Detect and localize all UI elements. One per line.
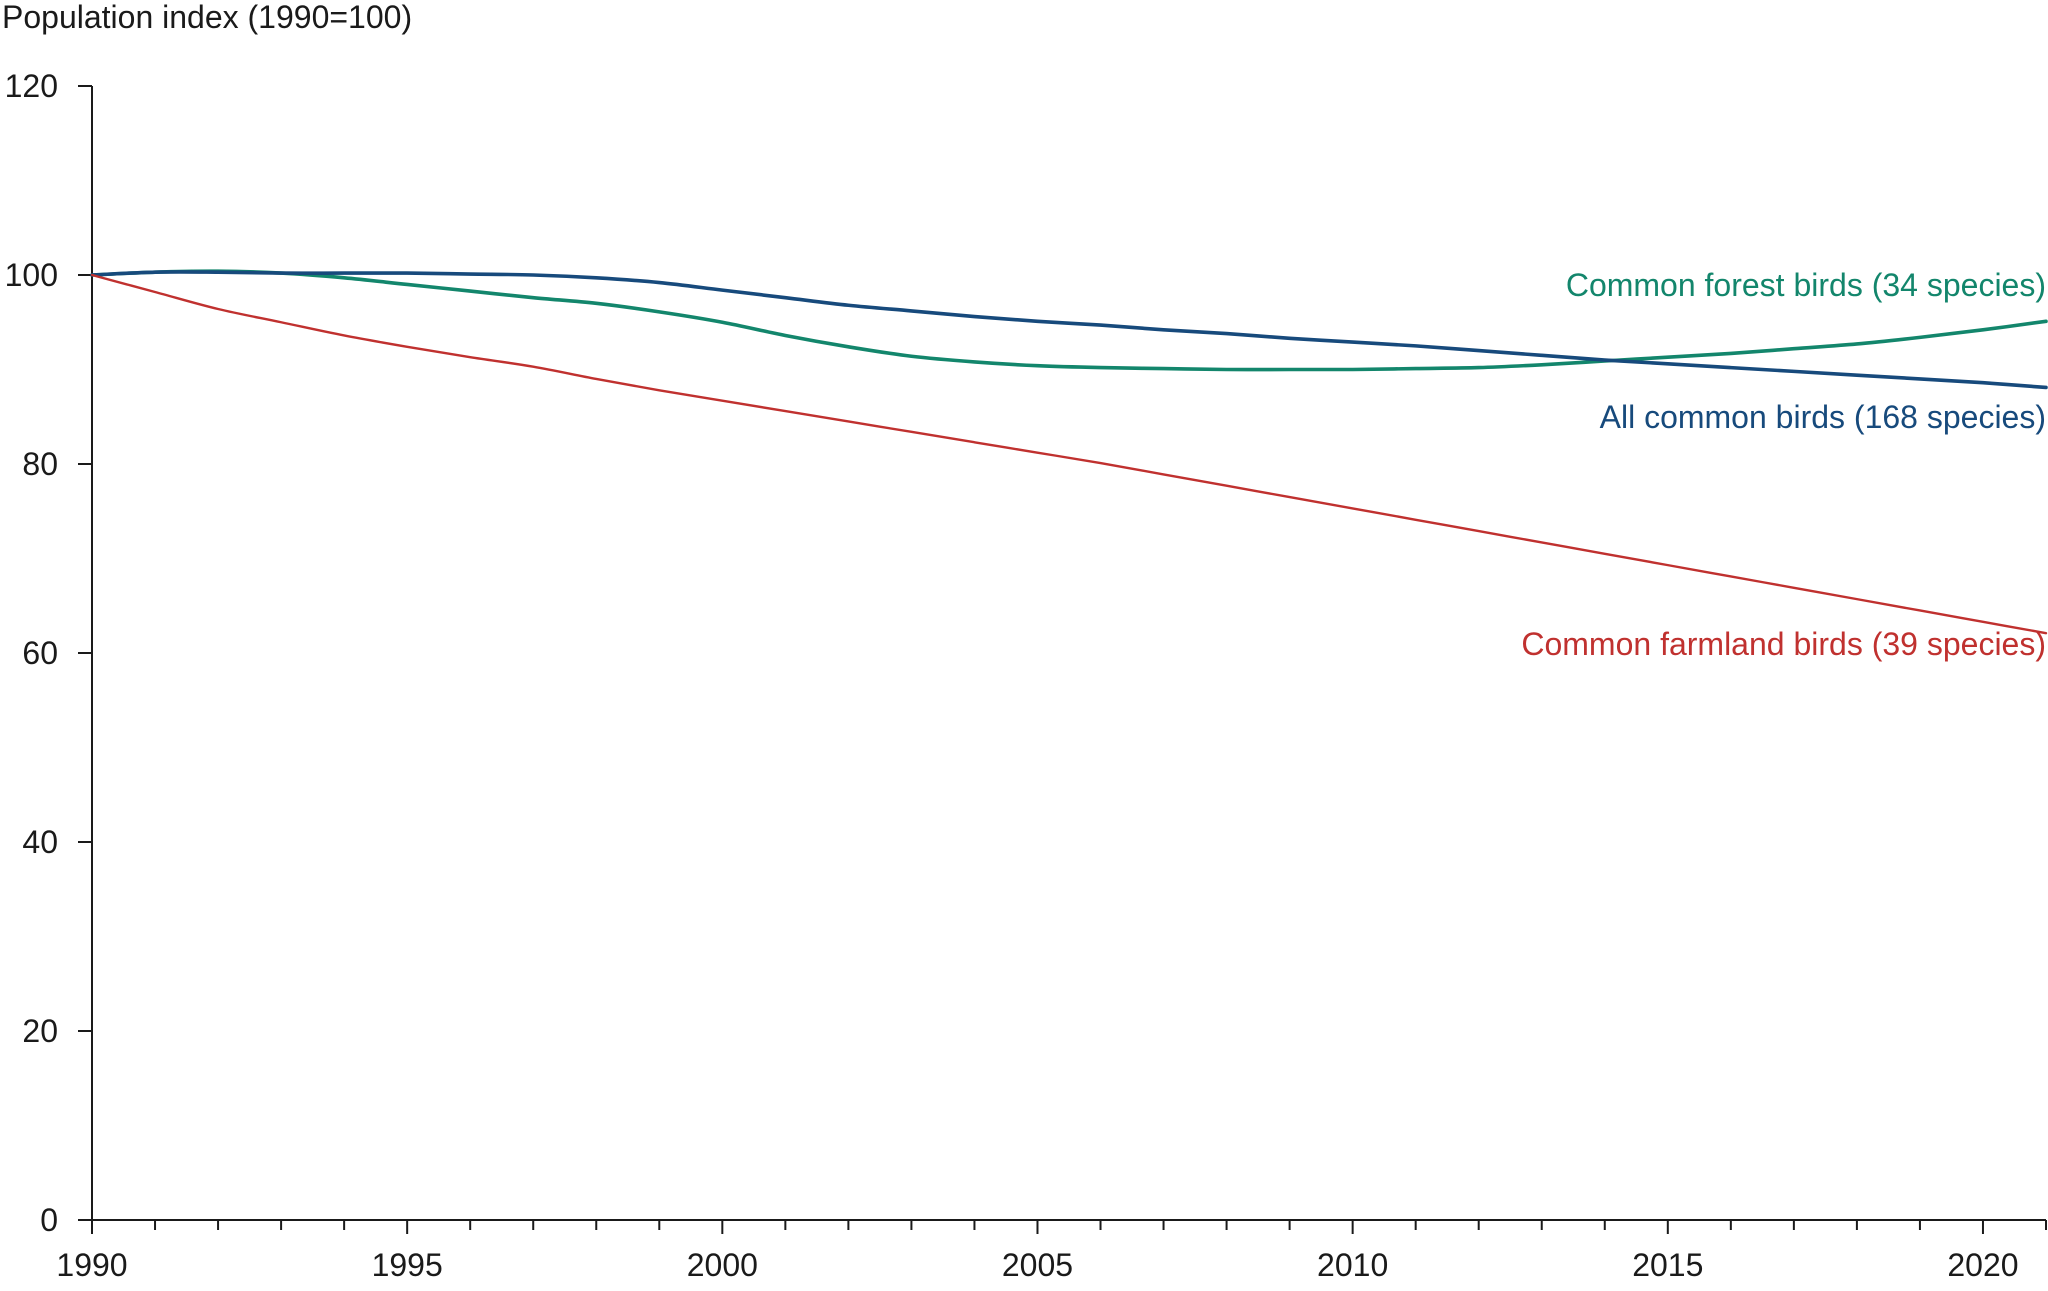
series-label-1: Common forest birds (34 species) bbox=[1566, 267, 2046, 303]
x-tick-label: 2010 bbox=[1317, 1247, 1388, 1283]
y-axis: 0 20 40 60 80 100 120 bbox=[5, 68, 93, 1238]
series-label-3: Common farmland birds (39 species) bbox=[1521, 626, 2046, 662]
y-tick-label: 60 bbox=[22, 635, 58, 671]
series-labels: Common forest birds (34 species) All comm… bbox=[1521, 267, 2046, 662]
y-tick-label: 120 bbox=[5, 68, 58, 104]
x-tick-label: 2015 bbox=[1632, 1247, 1703, 1283]
y-tick-label: 80 bbox=[22, 446, 58, 482]
series-line-1 bbox=[90, 269, 2048, 372]
y-tick-label: 20 bbox=[22, 1013, 58, 1049]
x-tick-label: 1995 bbox=[372, 1247, 443, 1283]
series-line-2 bbox=[90, 270, 2048, 390]
y-tick-label: 0 bbox=[40, 1202, 58, 1238]
series-label-2: All common birds (168 species) bbox=[1600, 399, 2046, 435]
x-tick-label: 2005 bbox=[1002, 1247, 1073, 1283]
y-tick-label: 40 bbox=[22, 824, 58, 860]
y-tick-label: 100 bbox=[5, 257, 58, 293]
x-tick-label: 2000 bbox=[687, 1247, 758, 1283]
series-layer bbox=[90, 269, 2048, 635]
x-axis: 1990 1995 2000 2005 2010 2015 2020 bbox=[56, 1219, 2047, 1283]
x-tick-label: 1990 bbox=[56, 1247, 127, 1283]
x-tick-label: 2020 bbox=[1947, 1247, 2018, 1283]
y-axis-title: Population index (1990=100) bbox=[2, 0, 412, 35]
series-line-3 bbox=[90, 273, 2048, 635]
